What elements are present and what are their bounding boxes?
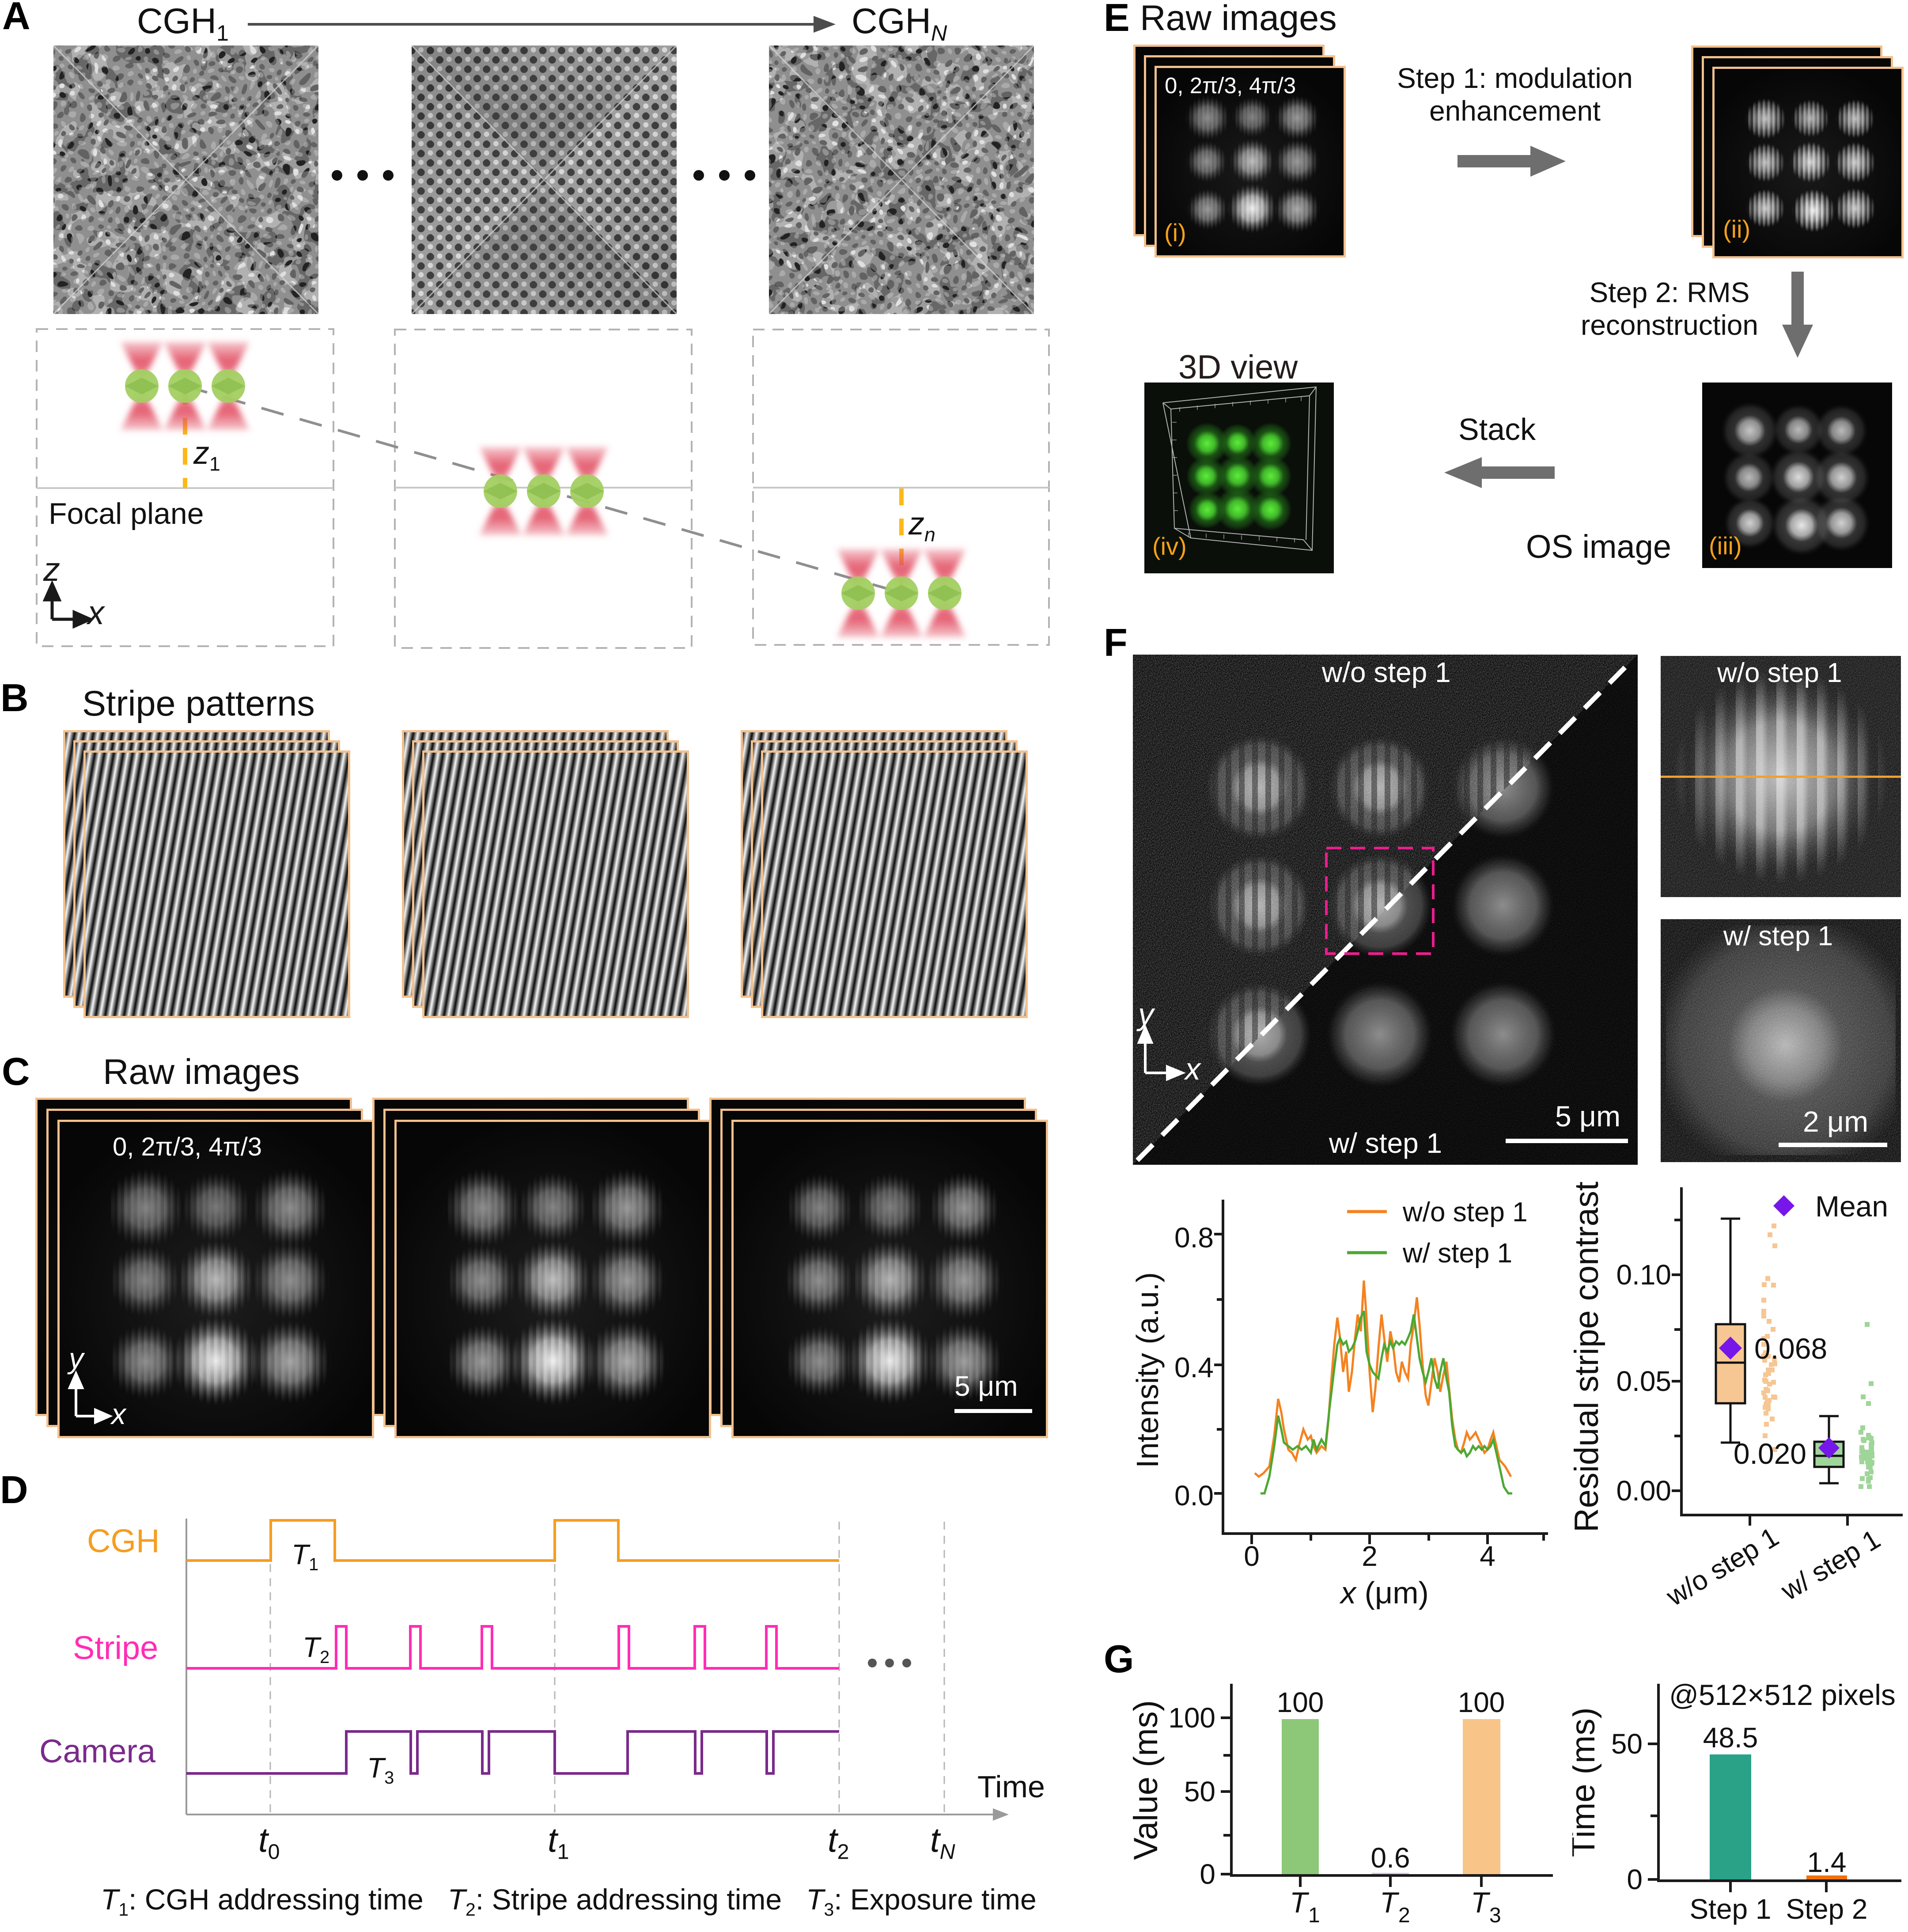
svg-text:Residual stripe contrast: Residual stripe contrast bbox=[1572, 1182, 1605, 1532]
svg-text:0: 0 bbox=[1200, 1858, 1215, 1890]
svg-text:Value (ms): Value (ms) bbox=[1127, 1700, 1165, 1860]
svg-text:4: 4 bbox=[1480, 1540, 1495, 1572]
svg-text:Intensity (a.u.): Intensity (a.u.) bbox=[1130, 1272, 1165, 1468]
svg-text:0: 0 bbox=[1244, 1540, 1260, 1572]
svg-text:Step 1: Step 1 bbox=[1689, 1893, 1771, 1925]
svg-text:1.4: 1.4 bbox=[1807, 1846, 1847, 1878]
svg-text:w/o step 1: w/o step 1 bbox=[1661, 1522, 1784, 1612]
svg-text:w/o step 1: w/o step 1 bbox=[1321, 656, 1451, 688]
svg-text:1: 1 bbox=[1308, 1904, 1320, 1927]
svg-text:w/ step 1: w/ step 1 bbox=[1776, 1524, 1885, 1606]
svg-text:50: 50 bbox=[1611, 1728, 1643, 1760]
svg-text:2: 2 bbox=[1362, 1540, 1378, 1572]
svg-text:5 μm: 5 μm bbox=[1555, 1100, 1620, 1133]
svg-text:T: T bbox=[1290, 1886, 1310, 1919]
svg-text:100: 100 bbox=[1458, 1686, 1505, 1718]
svg-text:3: 3 bbox=[1489, 1904, 1501, 1927]
svg-text:w/ step 1: w/ step 1 bbox=[1329, 1127, 1442, 1159]
svg-text:Mean: Mean bbox=[1815, 1190, 1888, 1223]
svg-text:x: x bbox=[1184, 1052, 1202, 1086]
svg-text:Time (ms): Time (ms) bbox=[1572, 1707, 1602, 1857]
svg-text:0.020: 0.020 bbox=[1734, 1437, 1806, 1470]
svg-text:Step 2: Step 2 bbox=[1786, 1893, 1867, 1925]
svg-text:T: T bbox=[1471, 1886, 1491, 1919]
svg-text:48.5: 48.5 bbox=[1703, 1722, 1758, 1754]
svg-text:w/ step 1: w/ step 1 bbox=[1402, 1238, 1512, 1269]
svg-text:100: 100 bbox=[1277, 1686, 1324, 1718]
svg-text:2: 2 bbox=[1398, 1904, 1410, 1927]
svg-text:T: T bbox=[1380, 1886, 1400, 1919]
svg-text:0.0: 0.0 bbox=[1174, 1480, 1214, 1512]
svg-text:0.068: 0.068 bbox=[1754, 1332, 1827, 1365]
svg-text:0.6: 0.6 bbox=[1371, 1842, 1410, 1874]
svg-text:@512×512 pixels: @512×512 pixels bbox=[1669, 1678, 1896, 1711]
svg-text:0: 0 bbox=[1627, 1864, 1643, 1895]
svg-text:0.4: 0.4 bbox=[1174, 1352, 1214, 1383]
svg-text:x (μm): x (μm) bbox=[1339, 1576, 1429, 1610]
svg-text:50: 50 bbox=[1184, 1776, 1215, 1807]
svg-text:100: 100 bbox=[1168, 1702, 1215, 1734]
svg-text:0.10: 0.10 bbox=[1616, 1259, 1671, 1291]
svg-text:0.05: 0.05 bbox=[1616, 1365, 1671, 1397]
svg-text:y: y bbox=[1136, 997, 1155, 1031]
svg-text:0.00: 0.00 bbox=[1616, 1475, 1671, 1507]
svg-text:w/o step 1: w/o step 1 bbox=[1402, 1197, 1528, 1227]
svg-text:0.8: 0.8 bbox=[1174, 1222, 1214, 1254]
